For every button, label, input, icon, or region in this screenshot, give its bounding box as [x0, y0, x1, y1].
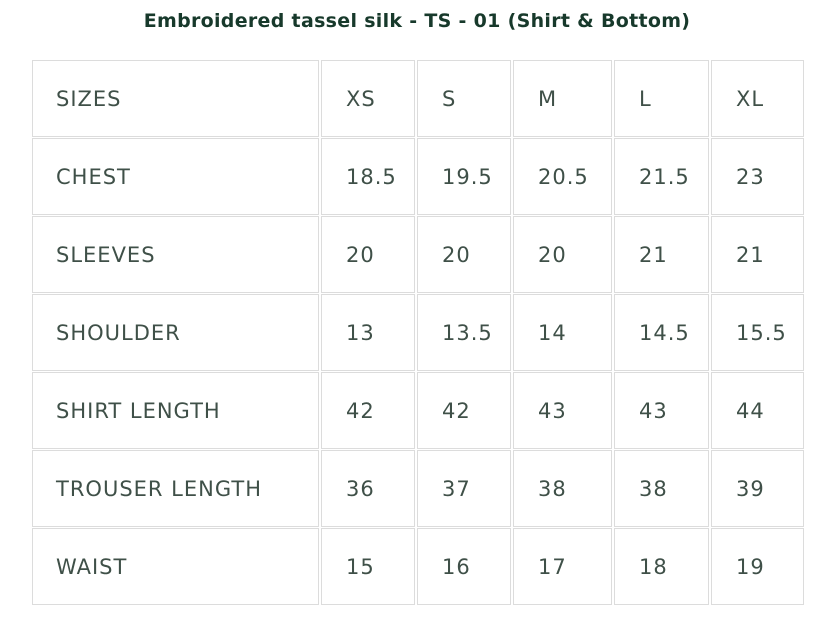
header-cell: S	[417, 60, 511, 137]
table-cell: 36	[321, 450, 415, 527]
row-label: TROUSER LENGTH	[32, 450, 319, 527]
table-cell: 20	[321, 216, 415, 293]
table-cell: 21	[614, 216, 709, 293]
table-cell: 39	[711, 450, 804, 527]
table-cell: 20	[417, 216, 511, 293]
header-cell: XS	[321, 60, 415, 137]
row-label: SHIRT LENGTH	[32, 372, 319, 449]
table-cell: 20	[513, 216, 612, 293]
row-label: SHOULDER	[32, 294, 319, 371]
table-cell: 42	[321, 372, 415, 449]
table-cell: 38	[614, 450, 709, 527]
header-cell: XL	[711, 60, 804, 137]
table-cell: 19.5	[417, 138, 511, 215]
table-cell: 15	[321, 528, 415, 605]
table-cell: 17	[513, 528, 612, 605]
table-cell: 23	[711, 138, 804, 215]
table-cell: 42	[417, 372, 511, 449]
table-cell: 14.5	[614, 294, 709, 371]
table-cell: 20.5	[513, 138, 612, 215]
table-cell: 43	[513, 372, 612, 449]
table-cell: 14	[513, 294, 612, 371]
row-label: CHEST	[32, 138, 319, 215]
table-cell: 43	[614, 372, 709, 449]
table-cell: 16	[417, 528, 511, 605]
table-cell: 18.5	[321, 138, 415, 215]
header-cell: L	[614, 60, 709, 137]
size-table: SIZES XS S M L XL CHEST 18.5 19.5 20.5 21.5 23 SLEEV…	[32, 60, 804, 605]
table-cell: 13	[321, 294, 415, 371]
table-cell: 19	[711, 528, 804, 605]
table-cell: 21.5	[614, 138, 709, 215]
table-cell: 18	[614, 528, 709, 605]
title: Embroidered tassel silk - TS - 01 (Shirt…	[143, 10, 691, 32]
row-label: WAIST	[32, 528, 319, 605]
header-cell: M	[513, 60, 612, 137]
table-cell: 44	[711, 372, 804, 449]
header-cell: SIZES	[32, 60, 319, 137]
table-cell: 38	[513, 450, 612, 527]
table-cell: 21	[711, 216, 804, 293]
table-cell: 37	[417, 450, 511, 527]
table-cell: 13.5	[417, 294, 511, 371]
row-label: SLEEVES	[32, 216, 319, 293]
table-cell: 15.5	[711, 294, 804, 371]
